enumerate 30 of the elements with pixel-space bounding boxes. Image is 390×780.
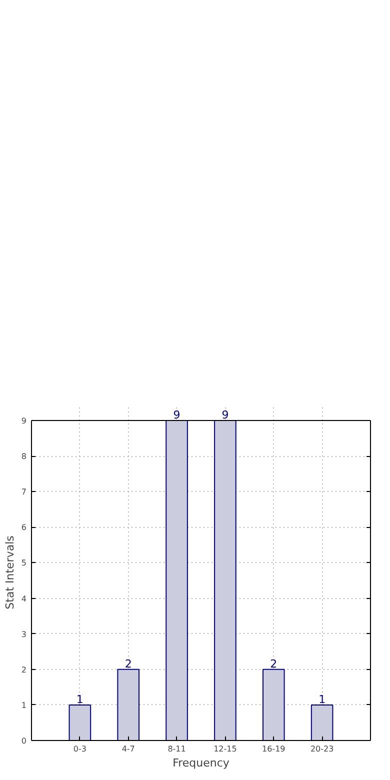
x-tick-label: 4-7 bbox=[122, 744, 135, 754]
data-label: 9 bbox=[222, 408, 229, 422]
bar bbox=[68, 704, 92, 740]
bar bbox=[310, 704, 334, 740]
data-label: 1 bbox=[318, 692, 326, 706]
y-tick-label: 9 bbox=[21, 416, 27, 426]
y-tick-label: 3 bbox=[21, 630, 27, 639]
data-label: 2 bbox=[270, 657, 278, 670]
y-tick-label: 0 bbox=[21, 736, 27, 746]
data-label: 2 bbox=[124, 657, 132, 670]
y-tick-label: 6 bbox=[21, 523, 27, 532]
y-axis-title: Stat Intervals bbox=[3, 535, 16, 610]
bar bbox=[214, 420, 236, 740]
y-tick-label: 5 bbox=[21, 558, 27, 568]
bar bbox=[117, 668, 140, 740]
y-tick-label: 4 bbox=[21, 594, 27, 604]
data-label: 1 bbox=[76, 692, 84, 706]
x-axis-title: Frequency bbox=[172, 756, 230, 770]
data-label: 9 bbox=[173, 408, 180, 422]
x-tick-label: 0-3 bbox=[73, 744, 86, 754]
y-tick-label: 7 bbox=[21, 488, 27, 497]
x-tick-label: 12-15 bbox=[214, 744, 237, 754]
bar bbox=[166, 420, 188, 740]
x-tick-label: 8-11 bbox=[168, 744, 186, 754]
y-tick-label: 8 bbox=[21, 452, 27, 462]
y-tick-label: 2 bbox=[21, 665, 27, 674]
x-tick-label: 16-19 bbox=[262, 744, 286, 754]
bar bbox=[262, 668, 285, 740]
x-tick-label: 20-23 bbox=[310, 744, 334, 754]
y-tick-label: 1 bbox=[21, 700, 27, 710]
